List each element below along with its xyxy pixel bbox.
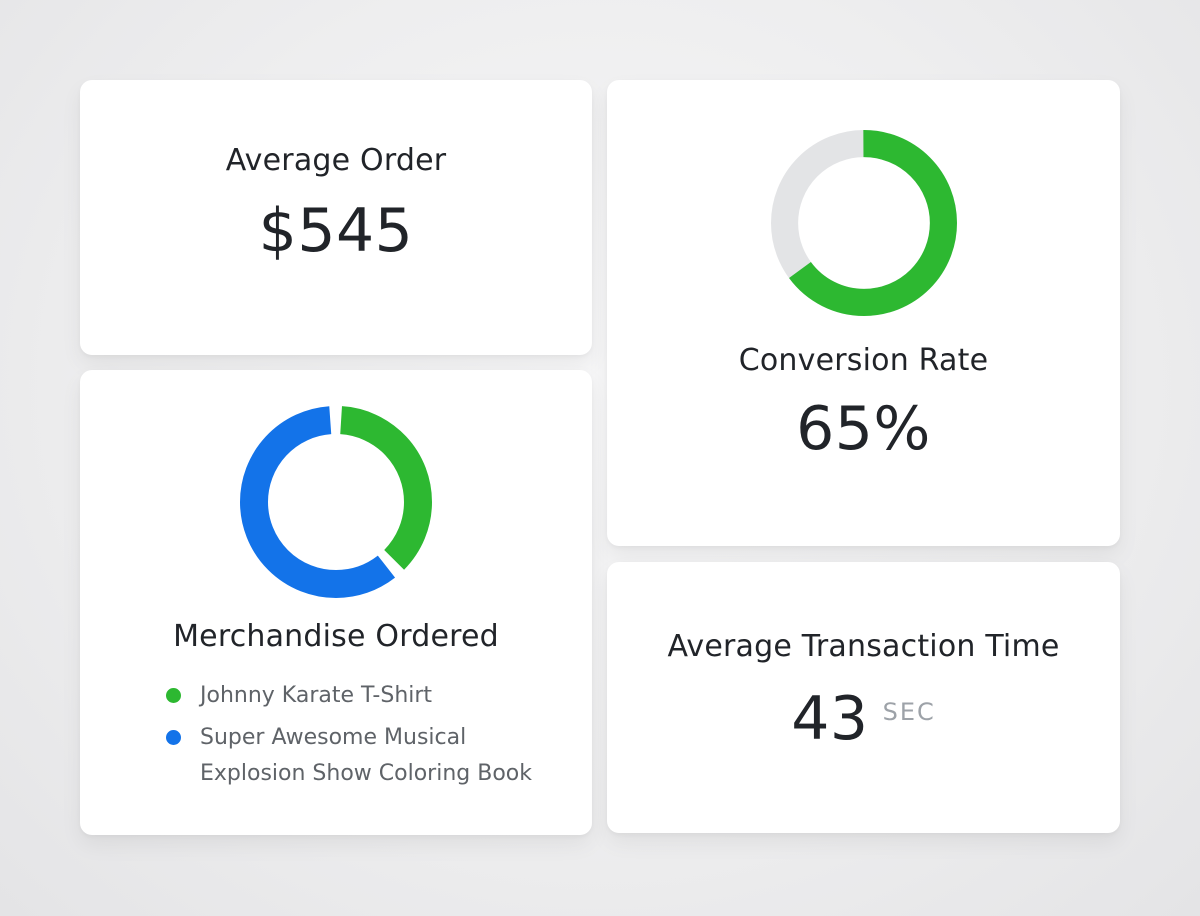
average-order-title: Average Order [225, 143, 447, 178]
average-order-card: Average Order $545 [80, 80, 592, 355]
conversion-rate-card: Conversion Rate 65% [607, 80, 1120, 546]
legend-swatch-green [166, 688, 181, 703]
legend-label: Super Awesome Musical Explosion Show Col… [200, 725, 532, 786]
transaction-time-title: Average Transaction Time [667, 629, 1060, 664]
merchandise-ordered-card: Merchandise Ordered Johnny Karate T-Shir… [80, 370, 592, 835]
transaction-time-value: 43 [791, 684, 869, 754]
legend-label: Johnny Karate T-Shirt [200, 683, 433, 708]
transaction-time-card: Average Transaction Time 43 SEC [607, 562, 1120, 833]
conversion-rate-donut [770, 130, 957, 316]
transaction-time-unit: SEC [882, 698, 936, 726]
legend-item: Super Awesome Musical Explosion Show Col… [166, 720, 592, 792]
merchandise-legend: Johnny Karate T-Shirt Super Awesome Musi… [80, 678, 592, 792]
merchandise-ordered-donut [240, 406, 432, 598]
conversion-rate-title: Conversion Rate [738, 343, 989, 378]
legend-item: Johnny Karate T-Shirt [166, 678, 592, 714]
transaction-time-value-row: 43 SEC [607, 684, 1120, 754]
merchandise-ordered-title: Merchandise Ordered [173, 619, 499, 654]
conversion-rate-value: 65% [796, 394, 931, 464]
legend-swatch-blue [166, 730, 181, 745]
average-order-value: $545 [258, 196, 414, 266]
